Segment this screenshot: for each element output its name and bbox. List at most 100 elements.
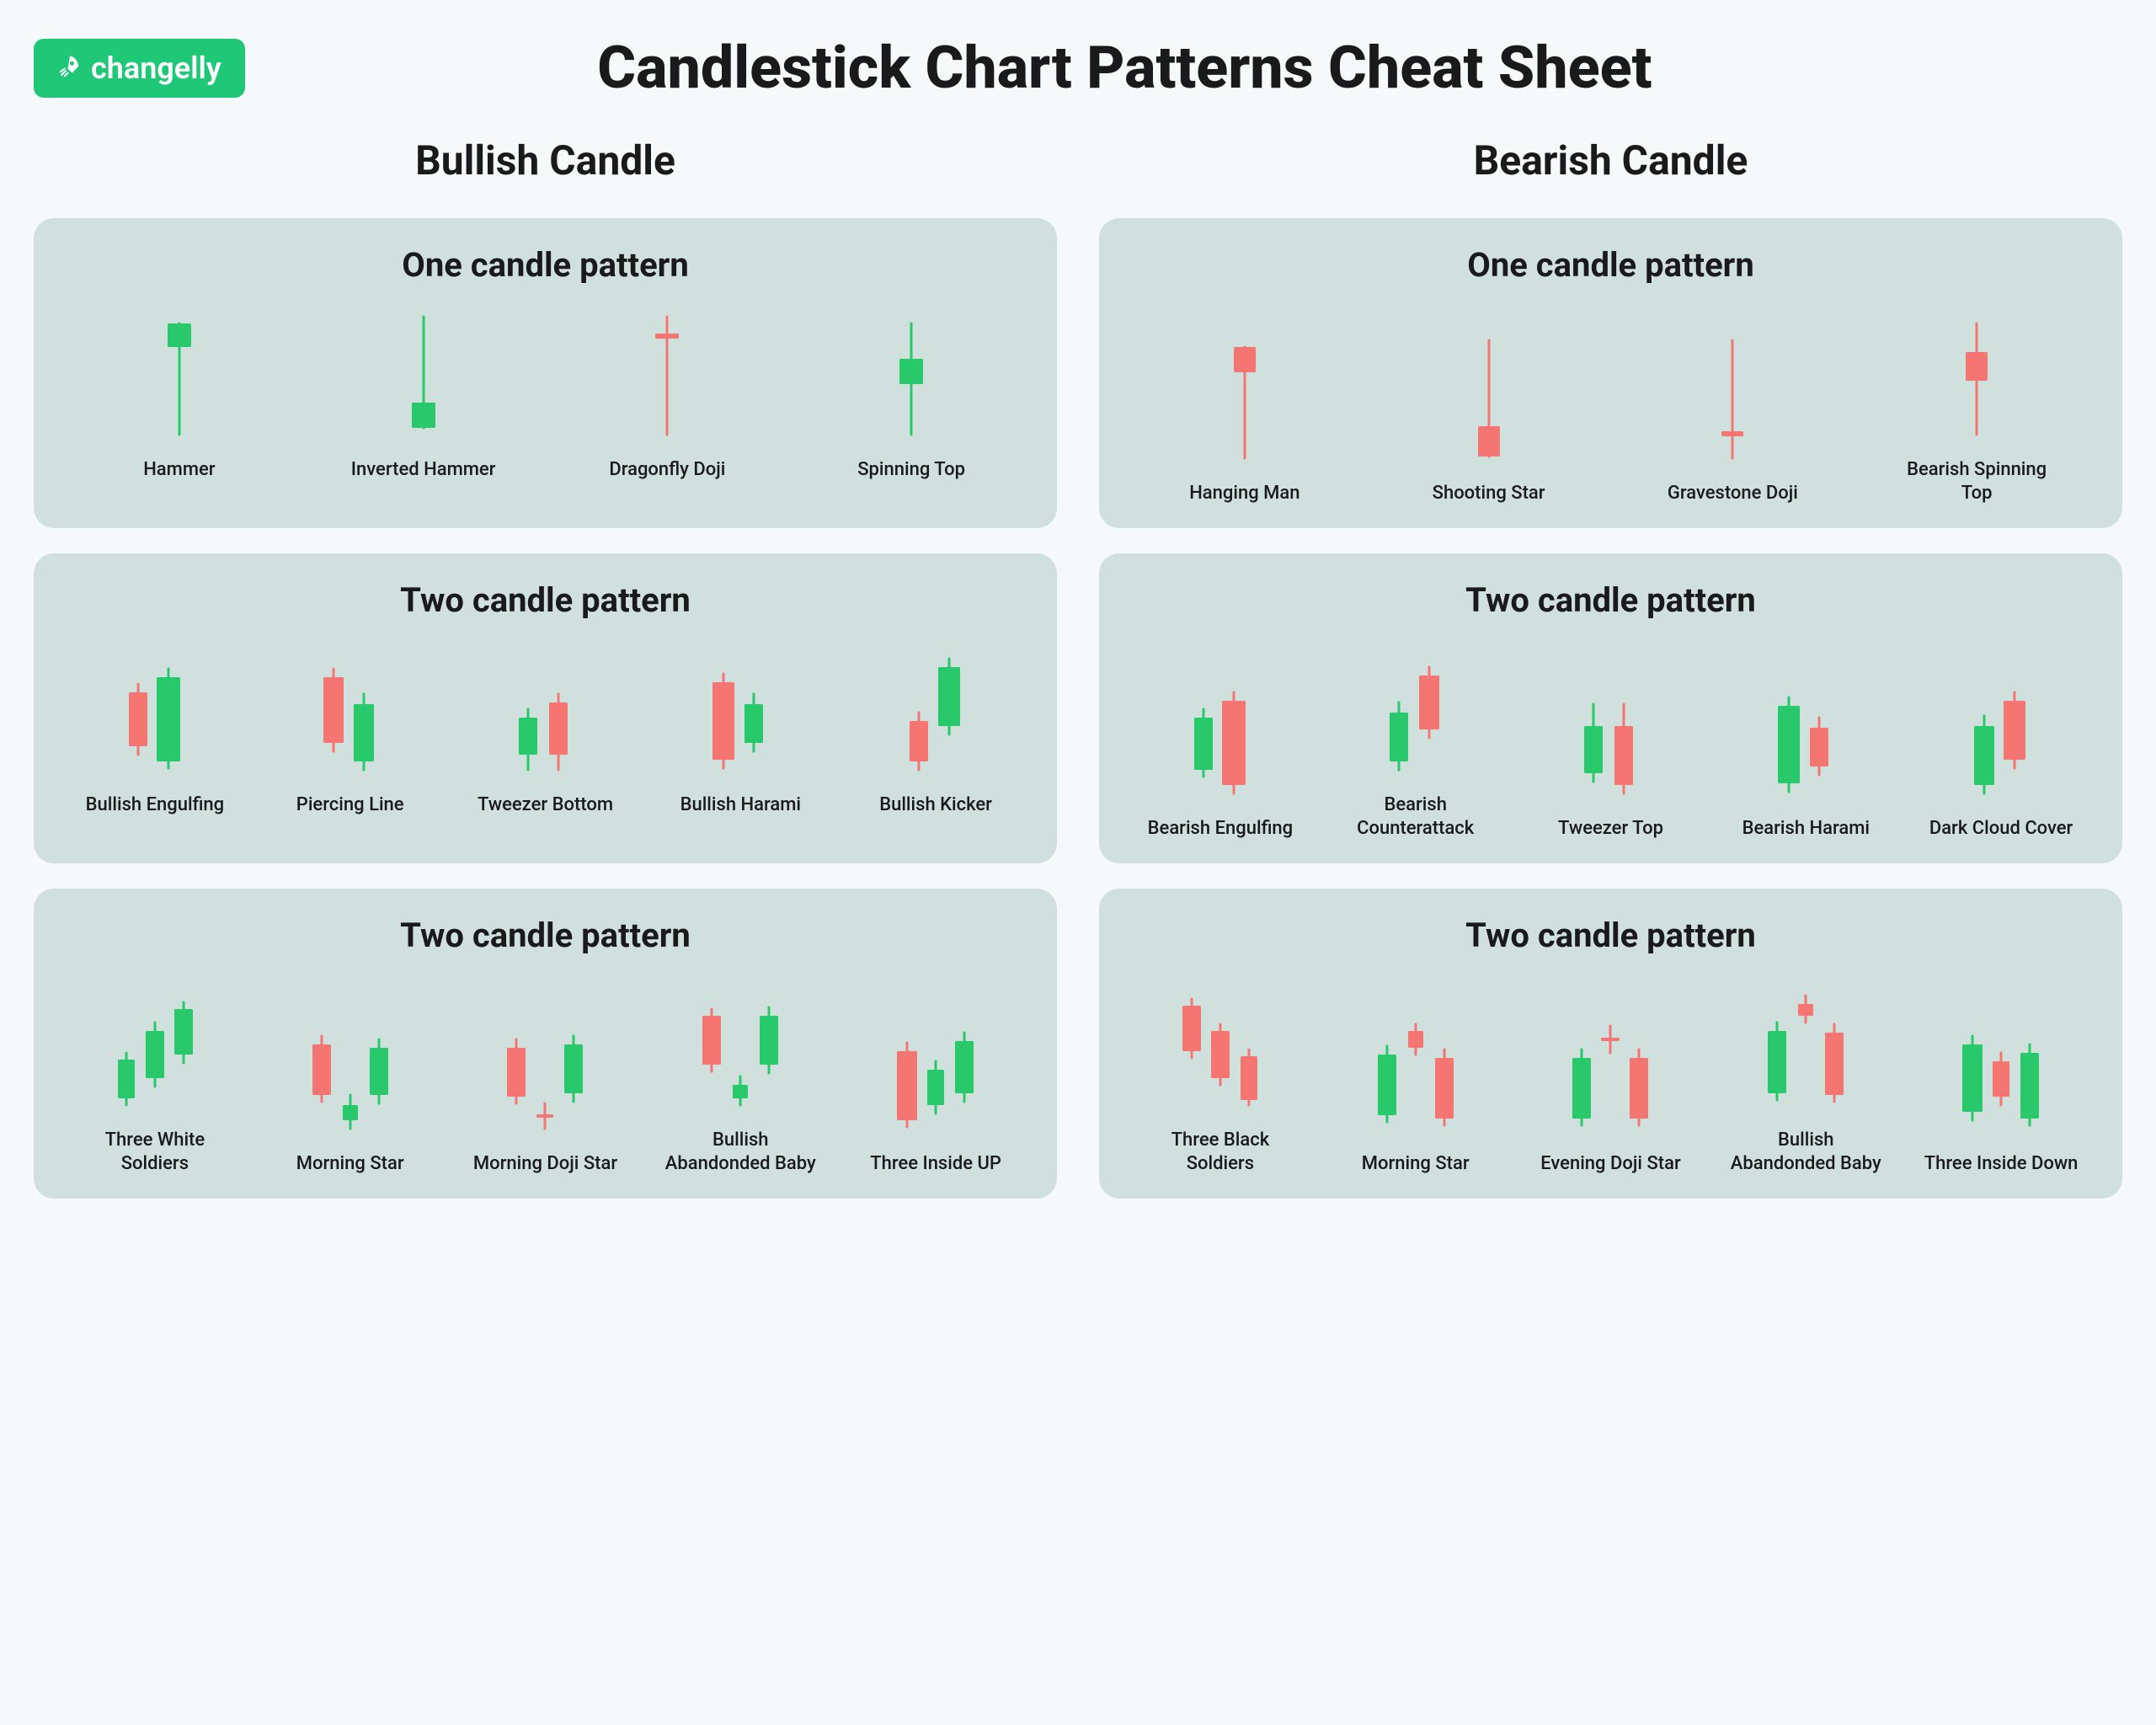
pattern-panel: One candle pattern Hammer Inverted Hammer D…	[34, 218, 1057, 528]
logo-text: changelly	[91, 51, 221, 86]
pattern-label: Bearish Counterattack	[1331, 793, 1500, 840]
pattern-label: Morning Doji Star	[473, 1152, 617, 1176]
candlestick-icon	[1422, 332, 1556, 467]
pattern-item: Tweezer Bottom	[448, 644, 643, 817]
pattern-item: Bullish Kicker	[838, 644, 1033, 817]
candlestick-icon	[868, 1002, 1003, 1137]
candlestick-icon	[283, 644, 418, 778]
candlestick-icon	[600, 308, 734, 443]
pattern-row: Hammer Inverted Hammer Dragonfly Doji Spinn…	[57, 308, 1033, 482]
page-title: Candlestick Chart Patterns Cheat Sheet	[279, 34, 1971, 103]
candlestick-icon	[1543, 667, 1678, 802]
pattern-item: Inverted Hammer	[302, 308, 546, 482]
pattern-label: Inverted Hammer	[351, 458, 496, 482]
pattern-item: Morning Doji Star	[448, 1002, 643, 1176]
columns-grid: Bullish Candle Bearish Candle One candle p…	[34, 136, 2122, 1199]
pattern-panel: Two candle pattern Three BlackSoldiers Mor…	[1099, 889, 2122, 1199]
pattern-item: Bullish Engulfing	[57, 644, 253, 817]
pattern-item: Three Inside UP	[838, 1002, 1033, 1176]
pattern-item: Spinning Top	[789, 308, 1033, 482]
rocket-icon	[57, 54, 83, 83]
pattern-label: Dark Cloud Cover	[1929, 817, 2073, 841]
pattern-panel: Two candle patternBearish EngulfingBeari…	[1099, 553, 2122, 863]
pattern-item: Bearish Counterattack	[1318, 644, 1513, 840]
pattern-label: Hanging Man	[1189, 482, 1299, 505]
bullish-header: Bullish Candle	[34, 136, 1057, 184]
pattern-row: Bearish Engulfing Bearish Counterattack Tw…	[1123, 644, 2099, 840]
candlestick-icon	[1738, 667, 1873, 802]
candlestick-icon	[88, 979, 222, 1114]
pattern-label: Bullish Engulfing	[86, 793, 225, 817]
pattern-row: Three BlackSoldiers Morning Star Evening D…	[1123, 979, 2099, 1175]
candlestick-icon	[1934, 667, 2068, 802]
pattern-item: Dark Cloud Cover	[1903, 667, 2099, 841]
pattern-item: Hanging Man	[1123, 332, 1367, 505]
pattern-label: Morning Star	[296, 1152, 404, 1176]
pattern-label: Gravestone Doji	[1668, 482, 1798, 505]
logo-badge: changelly	[34, 39, 245, 98]
pattern-label: Spinning Top	[857, 458, 965, 482]
pattern-item: Tweezer Top	[1513, 667, 1709, 841]
pattern-label: Three Inside UP	[870, 1152, 1001, 1176]
header: changelly Candlestick Chart Patterns Che…	[34, 34, 2122, 103]
pattern-label: Tweezer Top	[1558, 817, 1663, 841]
pattern-label: Three BlackSoldiers	[1171, 1129, 1270, 1175]
candlestick-icon	[478, 644, 612, 778]
pattern-label: Three Inside Down	[1924, 1152, 2079, 1176]
pattern-row: Bullish Engulfing Piercing Line Tweezer Bo…	[57, 644, 1033, 817]
pattern-item: Bearish Spinning Top	[1854, 308, 2099, 505]
pattern-item: Three Inside Down	[1903, 1002, 2099, 1176]
candlestick-icon	[1177, 332, 1312, 467]
candlestick-icon	[1934, 1002, 2068, 1137]
pattern-item: Piercing Line	[253, 644, 448, 817]
pattern-item: Shooting Star	[1367, 332, 1611, 505]
panel-title: One candle pattern	[57, 245, 1033, 285]
candlestick-icon	[1738, 979, 1873, 1114]
pattern-item: Evening Doji Star	[1513, 1002, 1709, 1176]
panel-title: Two candle pattern	[57, 580, 1033, 620]
pattern-panel: Two candle pattern Three WhiteSoldiers Mor…	[34, 889, 1057, 1199]
panel-title: Two candle pattern	[57, 916, 1033, 955]
candlestick-icon	[112, 308, 247, 443]
pattern-label: Three WhiteSoldiers	[105, 1129, 205, 1175]
candlestick-icon	[1153, 667, 1288, 802]
pattern-label: Bearish Engulfing	[1148, 817, 1294, 841]
candlestick-icon	[868, 644, 1003, 778]
pattern-item: Hammer	[57, 308, 302, 482]
candlestick-icon	[673, 979, 808, 1114]
candlestick-icon	[283, 1002, 418, 1137]
pattern-item: Morning Star	[1318, 1002, 1513, 1176]
candlestick-icon	[673, 644, 808, 778]
pattern-item: BullishAbandonded Baby	[1708, 979, 1903, 1175]
pattern-label: Bullish Harami	[680, 793, 801, 817]
pattern-item: Dragonfly Doji	[546, 308, 790, 482]
pattern-item: Gravestone Doji	[1611, 332, 1855, 505]
pattern-panel: One candle pattern Hanging Man Shooting St…	[1099, 218, 2122, 528]
pattern-label: Bullish Kicker	[879, 793, 992, 817]
panel-title: One candle pattern	[1123, 245, 2099, 285]
pattern-label: Evening Doji Star	[1540, 1152, 1680, 1176]
candlestick-icon	[88, 644, 222, 778]
pattern-item: Morning Star	[253, 1002, 448, 1176]
candlestick-icon	[1153, 979, 1288, 1114]
candlestick-icon	[844, 308, 979, 443]
pattern-row: Three WhiteSoldiers Morning Star Morning D…	[57, 979, 1033, 1175]
pattern-label: Piercing Line	[296, 793, 404, 817]
pattern-item: Three WhiteSoldiers	[57, 979, 253, 1175]
pattern-label: Morning Star	[1362, 1152, 1470, 1176]
pattern-label: Hammer	[143, 458, 215, 482]
pattern-item: Bearish Engulfing	[1123, 667, 1318, 841]
pattern-label: Bearish Spinning Top	[1892, 458, 2061, 505]
pattern-panel: Two candle pattern Bullish Engulfing Pierc…	[34, 553, 1057, 863]
bearish-header: Bearish Candle	[1099, 136, 2122, 184]
panel-title: Two candle pattern	[1123, 580, 2099, 620]
pattern-label: BullishAbandonded Baby	[1731, 1129, 1881, 1175]
pattern-item: Bullish Harami	[643, 644, 838, 817]
pattern-label: Shooting Star	[1433, 482, 1545, 505]
pattern-label: Bearish Harami	[1742, 817, 1870, 841]
panel-title: Two candle pattern	[1123, 916, 2099, 955]
candlestick-icon	[478, 1002, 612, 1137]
pattern-label: Tweezer Bottom	[478, 793, 613, 817]
pattern-item: Three BlackSoldiers	[1123, 979, 1318, 1175]
pattern-item: BullishAbandonded Baby	[643, 979, 838, 1175]
